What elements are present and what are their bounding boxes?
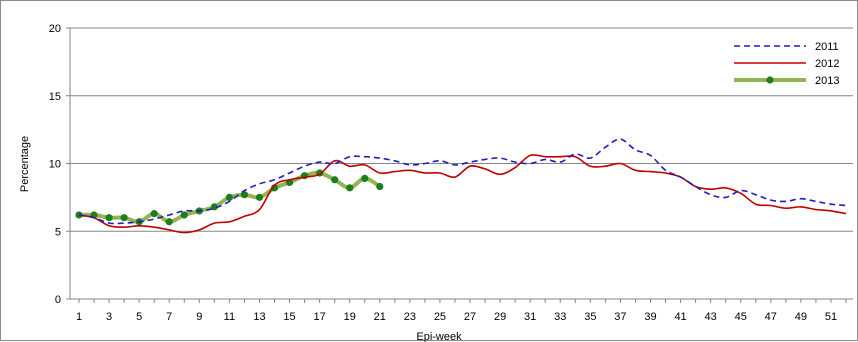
series-2013-point xyxy=(225,193,233,201)
x-tick-label: 47 xyxy=(765,311,777,323)
x-tick-label: 19 xyxy=(344,311,356,323)
legend-2012-label: 2012 xyxy=(815,58,839,70)
legend-2011: 2011 xyxy=(734,41,839,53)
legend: 2011 2012 2013 xyxy=(734,41,839,87)
x-tick-label: 25 xyxy=(434,311,446,323)
x-tick-label: 29 xyxy=(494,311,506,323)
x-tick-label: 35 xyxy=(584,311,596,323)
y-tick-label: 0 xyxy=(55,294,61,306)
x-tick-label: 37 xyxy=(614,311,626,323)
series-2013-point xyxy=(346,184,354,192)
y-axis-title: Percentage xyxy=(19,136,31,192)
legend-2013-label: 2013 xyxy=(815,75,839,87)
x-tick-label: 9 xyxy=(196,311,202,323)
x-tick-label: 31 xyxy=(524,311,536,323)
series-2013-point xyxy=(361,174,369,183)
x-tick-label: 33 xyxy=(554,311,566,323)
x-tick-label: 49 xyxy=(795,311,807,323)
series-2013-point xyxy=(255,193,264,201)
x-tick-label: 51 xyxy=(825,311,837,323)
x-tick-label: 43 xyxy=(705,311,717,323)
series-2013-point xyxy=(240,191,249,199)
legend-2013-marker xyxy=(766,76,774,84)
legend-2011-label: 2011 xyxy=(815,41,839,53)
x-tick-label: 21 xyxy=(374,311,386,323)
x-tick-label: 7 xyxy=(166,311,172,323)
series-2013 xyxy=(75,169,384,226)
series-layer xyxy=(75,138,847,234)
x-tick-label: 11 xyxy=(224,311,235,323)
legend-2013: 2013 xyxy=(734,75,839,87)
x-tick-label: 13 xyxy=(253,311,265,323)
x-axis-title: Epi-week xyxy=(416,331,462,342)
x-tick-label: 39 xyxy=(644,311,656,323)
x-tick-label: 41 xyxy=(674,311,686,323)
series-2012-line xyxy=(78,154,847,234)
series-2013-point xyxy=(331,176,339,184)
y-tick-label: 10 xyxy=(49,159,61,171)
series-2013-point xyxy=(210,203,218,211)
x-tick-label: 15 xyxy=(283,311,295,323)
series-2013-point xyxy=(165,218,173,226)
series-2013-point xyxy=(120,214,128,222)
series-2013-point xyxy=(150,210,158,218)
x-tick-label: 45 xyxy=(735,311,747,323)
series-2013-point xyxy=(180,211,188,219)
y-tick-label: 20 xyxy=(49,23,61,35)
series-2011-line xyxy=(78,138,847,225)
series-2013-point xyxy=(75,211,83,219)
series-2012 xyxy=(78,154,847,234)
legend-2012: 2012 xyxy=(734,58,839,70)
y-tick-label: 5 xyxy=(55,226,61,238)
x-tick-label: 3 xyxy=(106,311,112,323)
x-tick-label: 23 xyxy=(404,311,416,323)
series-2013-point xyxy=(105,214,113,222)
x-tick-label: 27 xyxy=(464,311,476,323)
x-tick-label: 17 xyxy=(314,311,326,323)
x-tick-label: 5 xyxy=(136,311,142,323)
series-2011 xyxy=(78,138,847,225)
y-tick-label: 15 xyxy=(49,91,61,103)
x-tick-label: 1 xyxy=(76,311,82,323)
grid-layer xyxy=(70,27,853,232)
series-2013-point xyxy=(376,182,384,191)
